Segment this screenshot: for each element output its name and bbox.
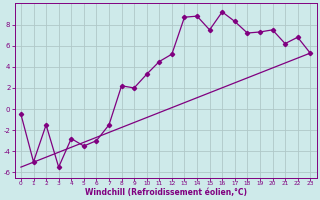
X-axis label: Windchill (Refroidissement éolien,°C): Windchill (Refroidissement éolien,°C): [84, 188, 247, 197]
